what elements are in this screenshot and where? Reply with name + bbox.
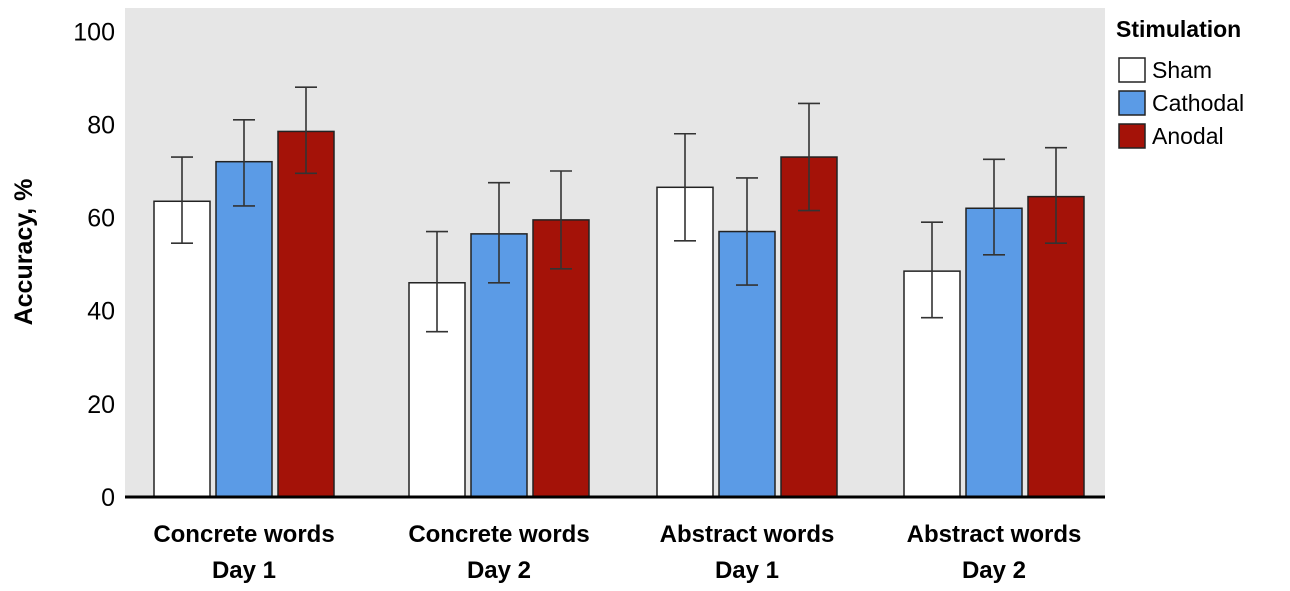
y-axis-title: Accuracy, % — [10, 179, 38, 326]
error-bar — [488, 181, 510, 284]
error-bar — [426, 230, 448, 333]
legend-title: Stimulation — [1116, 16, 1241, 42]
error-bar — [736, 177, 758, 286]
bar-cathodal — [215, 160, 273, 498]
legend-swatch-cathodal — [1118, 90, 1146, 116]
error-bar — [1045, 146, 1067, 244]
error-bar — [983, 158, 1005, 256]
error-bar — [550, 170, 572, 270]
x-category-label: Concrete words Day 1 — [153, 521, 334, 584]
legend-label-cathodal: Cathodal — [1152, 90, 1244, 116]
y-tick-label: 20 — [87, 391, 115, 419]
y-tick-label: 40 — [87, 298, 115, 326]
bar-sham — [153, 200, 211, 498]
error-bar — [233, 118, 255, 207]
legend-label-sham: Sham — [1152, 57, 1212, 83]
x-category-label: Concrete words Day 2 — [408, 521, 589, 584]
y-tick-label: 0 — [101, 484, 115, 512]
y-tick-label: 80 — [87, 111, 115, 139]
bar-cathodal — [965, 207, 1023, 498]
bar-anodal — [277, 130, 335, 498]
legend-label-anodal: Anodal — [1152, 123, 1224, 149]
error-bar — [674, 132, 696, 242]
y-tick-label: 60 — [87, 205, 115, 233]
bar-anodal — [1027, 195, 1085, 498]
error-bar — [171, 156, 193, 244]
error-bar — [295, 86, 317, 175]
x-category-labels: Concrete words Day 1 Concrete words Day 2 Ab… — [153, 521, 1081, 584]
legend-swatch-anodal — [1118, 123, 1146, 149]
error-bars-layer — [171, 86, 1067, 333]
x-category-label: Abstract words Day 2 — [907, 521, 1082, 584]
legend-items: Sham Cathodal Anodal — [1118, 57, 1244, 149]
bars-layer — [153, 130, 1085, 498]
y-tick-labels: 0 20 40 60 80 100 — [73, 18, 115, 512]
error-bar — [921, 221, 943, 319]
error-bar — [798, 102, 820, 212]
legend: Stimulation Sham Cathodal Anodal — [1116, 16, 1244, 149]
y-tick-label: 100 — [73, 18, 115, 46]
legend-swatch-sham — [1118, 57, 1146, 83]
x-category-label: Abstract words Day 1 — [660, 521, 835, 584]
